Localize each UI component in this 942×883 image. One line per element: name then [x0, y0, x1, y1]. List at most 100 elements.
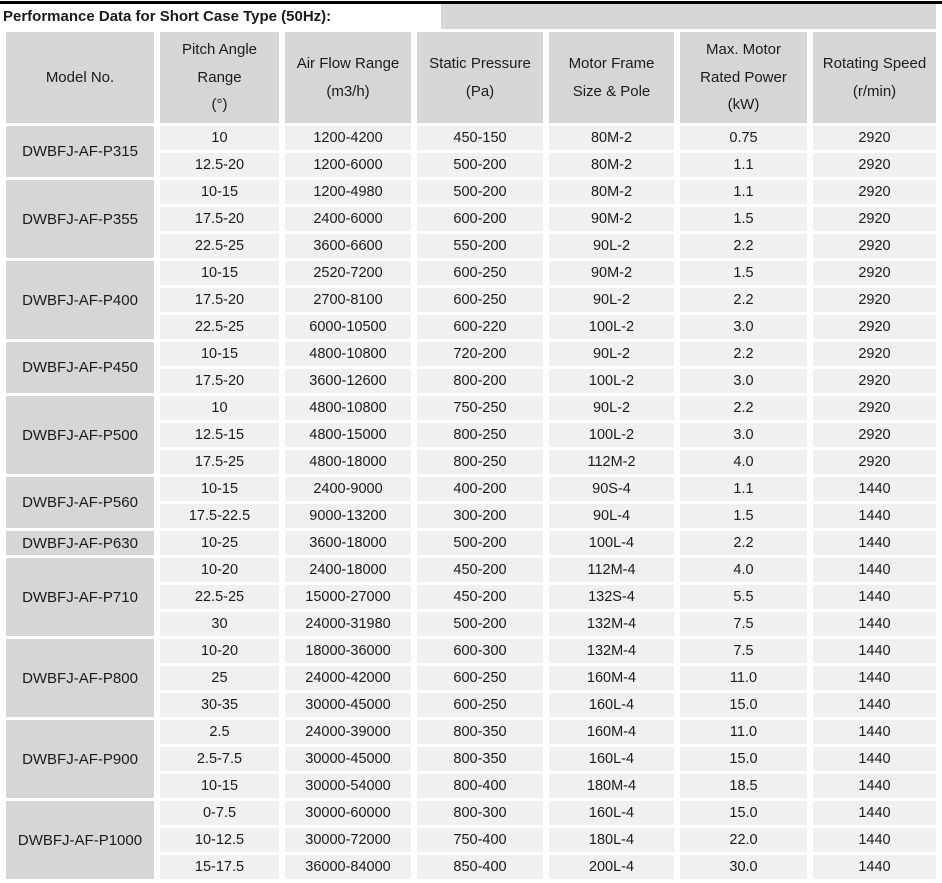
data-cell-pitch-angle: 17.5-20	[160, 288, 279, 312]
data-cell-pitch-angle: 22.5-25	[160, 315, 279, 339]
data-cell-motor-frame: 90L-2	[549, 396, 674, 420]
data-cell-rotating-speed: 2920	[813, 126, 936, 150]
data-cell-pitch-angle: 15-17.5	[160, 855, 279, 879]
data-cell-static-pressure: 600-200	[417, 207, 543, 231]
data-cell-pitch-angle: 10-12.5	[160, 828, 279, 852]
table-row: DWBFJ-AF-P710 10-20 2400-18000 450-200 112M-…	[6, 558, 936, 636]
data-cell-air-flow: 24000-42000	[285, 666, 411, 690]
data-cell-pitch-angle: 10	[160, 126, 279, 150]
data-cell-static-pressure: 500-200	[417, 531, 543, 555]
data-cell-static-pressure: 800-300	[417, 801, 543, 825]
data-cell-static-pressure: 600-250	[417, 288, 543, 312]
data-cell-static-pressure: 600-220	[417, 315, 543, 339]
data-cell-rated-power: 15.0	[680, 747, 807, 771]
model-cell: DWBFJ-AF-P315	[6, 126, 154, 177]
data-cell-air-flow: 24000-31980	[285, 612, 411, 636]
data-cell-rated-power: 18.5	[680, 774, 807, 798]
data-cell-pitch-angle: 17.5-22.5	[160, 504, 279, 528]
data-cell-rated-power: 5.5	[680, 585, 807, 609]
data-cell-rotating-speed: 2920	[813, 153, 936, 177]
data-cell-motor-frame: 180L-4	[549, 828, 674, 852]
column-header-air-flow: Air Flow Range (m3/h)	[285, 32, 411, 123]
table-row: 12.5-20 1200-6000 500-200 80M-2 1.1 2920	[6, 153, 936, 177]
table-row: 10-12.5 30000-72000 750-400 180L-4 22.0 1440	[6, 828, 936, 852]
table-row: 17.5-25 4800-18000 800-250 112M-2 4.0 2920	[6, 450, 936, 474]
data-cell-air-flow: 4800-15000	[285, 423, 411, 447]
data-cell-rated-power: 3.0	[680, 423, 807, 447]
data-cell-rotating-speed: 1440	[813, 693, 936, 717]
data-cell-air-flow: 2400-6000	[285, 207, 411, 231]
data-cell-motor-frame: 180M-4	[549, 774, 674, 798]
data-cell-rated-power: 2.2	[680, 342, 807, 366]
table-row: DWBFJ-AF-P315 10 1200-4200 450-150 80M-2 0.75…	[6, 126, 936, 177]
data-cell-motor-frame: 112M-4	[549, 558, 674, 582]
table-row: 10-15 30000-54000 800-400 180M-4 18.5 1440	[6, 774, 936, 798]
column-header-model: Model No.	[6, 32, 154, 123]
data-cell-static-pressure: 800-250	[417, 423, 543, 447]
data-cell-static-pressure: 720-200	[417, 342, 543, 366]
table-row: 22.5-25 6000-10500 600-220 100L-2 3.0 2920	[6, 315, 936, 339]
table-row: 30 24000-31980 500-200 132M-4 7.5 1440	[6, 612, 936, 636]
data-cell-air-flow: 2700-8100	[285, 288, 411, 312]
data-cell-air-flow: 30000-45000	[285, 747, 411, 771]
data-cell-static-pressure: 500-200	[417, 180, 543, 204]
table-body: DWBFJ-AF-P315 10 1200-4200 450-150 80M-2 0.75…	[6, 126, 936, 879]
title-row: Performance Data for Short Case Type (50…	[0, 4, 942, 29]
data-cell-pitch-angle: 2.5	[160, 720, 279, 744]
data-cell-motor-frame: 160M-4	[549, 666, 674, 690]
data-cell-air-flow: 3600-12600	[285, 369, 411, 393]
data-cell-rotating-speed: 2920	[813, 288, 936, 312]
data-cell-rotating-speed: 1440	[813, 477, 936, 501]
data-cell-air-flow: 24000-39000	[285, 720, 411, 744]
data-cell-pitch-angle: 10-15	[160, 774, 279, 798]
data-cell-motor-frame: 90L-4	[549, 504, 674, 528]
table-row: 17.5-22.5 9000-13200 300-200 90L-4 1.5 1440	[6, 504, 936, 528]
data-cell-rotating-speed: 1440	[813, 612, 936, 636]
data-cell-rated-power: 22.0	[680, 828, 807, 852]
model-cell: DWBFJ-AF-P400	[6, 261, 154, 339]
column-header-rotating-speed: Rotating Speed (r/min)	[813, 32, 936, 123]
data-cell-motor-frame: 80M-2	[549, 153, 674, 177]
data-cell-rated-power: 11.0	[680, 666, 807, 690]
title-filler	[441, 4, 936, 29]
data-cell-rotating-speed: 2920	[813, 342, 936, 366]
model-cell: DWBFJ-AF-P560	[6, 477, 154, 528]
page-title: Performance Data for Short Case Type (50…	[0, 4, 441, 29]
data-cell-pitch-angle: 0-7.5	[160, 801, 279, 825]
data-cell-pitch-angle: 2.5-7.5	[160, 747, 279, 771]
data-cell-static-pressure: 850-400	[417, 855, 543, 879]
data-cell-pitch-angle: 10-15	[160, 261, 279, 285]
model-cell: DWBFJ-AF-P355	[6, 180, 154, 258]
top-border-rule	[0, 1, 942, 4]
data-cell-rated-power: 4.0	[680, 450, 807, 474]
data-cell-rated-power: 0.75	[680, 126, 807, 150]
data-cell-motor-frame: 90L-2	[549, 234, 674, 258]
data-cell-air-flow: 2400-9000	[285, 477, 411, 501]
table-row: 22.5-25 3600-6600 550-200 90L-2 2.2 2920	[6, 234, 936, 258]
data-cell-pitch-angle: 10-20	[160, 558, 279, 582]
table-row: DWBFJ-AF-P400 10-15 2520-7200 600-250 90M-2 1…	[6, 261, 936, 339]
data-cell-pitch-angle: 30-35	[160, 693, 279, 717]
data-cell-air-flow: 1200-4980	[285, 180, 411, 204]
header-row: Model No. Pitch Angle Range (°) Air Flow R…	[6, 32, 936, 123]
data-cell-motor-frame: 100L-4	[549, 531, 674, 555]
data-cell-rated-power: 1.1	[680, 153, 807, 177]
data-cell-rated-power: 11.0	[680, 720, 807, 744]
data-cell-air-flow: 30000-60000	[285, 801, 411, 825]
data-cell-rotating-speed: 2920	[813, 261, 936, 285]
data-cell-motor-frame: 160L-4	[549, 747, 674, 771]
data-cell-rotating-speed: 2920	[813, 207, 936, 231]
data-cell-air-flow: 36000-84000	[285, 855, 411, 879]
data-cell-static-pressure: 600-300	[417, 639, 543, 663]
data-cell-motor-frame: 160L-4	[549, 693, 674, 717]
data-cell-static-pressure: 800-400	[417, 774, 543, 798]
table-row: 15-17.5 36000-84000 850-400 200L-4 30.0 1440	[6, 855, 936, 879]
data-cell-rotating-speed: 1440	[813, 855, 936, 879]
data-cell-motor-frame: 90L-2	[549, 288, 674, 312]
data-cell-air-flow: 2520-7200	[285, 261, 411, 285]
data-cell-air-flow: 9000-13200	[285, 504, 411, 528]
data-cell-rotating-speed: 2920	[813, 234, 936, 258]
data-cell-static-pressure: 500-200	[417, 612, 543, 636]
column-header-rated-power: Max. Motor Rated Power (kW)	[680, 32, 807, 123]
data-cell-motor-frame: 160L-4	[549, 801, 674, 825]
